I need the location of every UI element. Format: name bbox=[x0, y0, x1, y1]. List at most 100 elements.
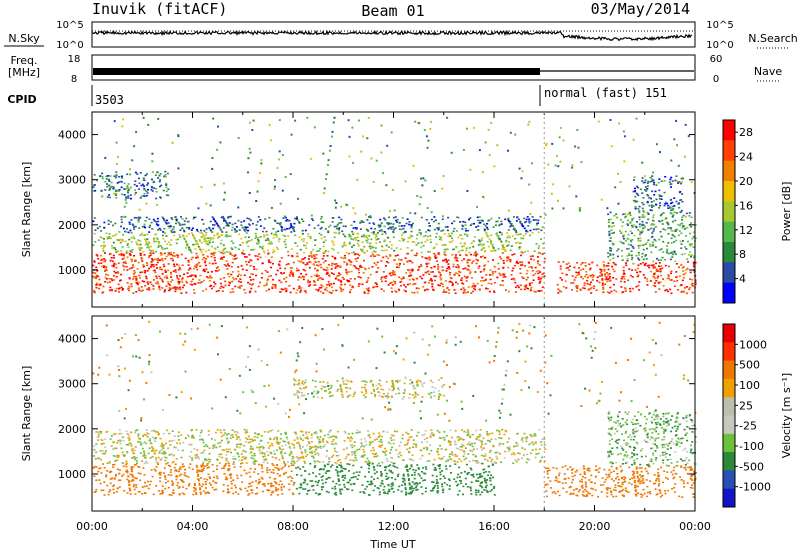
heatmap-cell-band-1 bbox=[182, 235, 185, 237]
heatmap-cell-band-1 bbox=[470, 242, 473, 244]
heatmap-cell-scatter bbox=[197, 207, 200, 210]
heatmap-cell-band-0 bbox=[155, 449, 158, 452]
heatmap-cell-band-0 bbox=[534, 291, 537, 293]
heatmap-cell-band-6 bbox=[646, 194, 649, 196]
heatmap-cell-band-4 bbox=[609, 279, 612, 282]
heatmap-cell-band-0 bbox=[174, 286, 177, 289]
heatmap-cell-band-5 bbox=[658, 249, 661, 251]
heatmap-cell-band-0 bbox=[256, 436, 259, 439]
heatmap-cell-band-0 bbox=[313, 446, 316, 448]
heatmap-cell-band-0 bbox=[475, 437, 478, 440]
heatmap-cell-band-4 bbox=[691, 279, 694, 281]
heatmap-cell-band-5 bbox=[621, 242, 624, 244]
heatmap-cell-band-0 bbox=[385, 265, 387, 267]
heatmap-cell-band-0 bbox=[200, 429, 203, 432]
heatmap-cell-band-1 bbox=[94, 241, 97, 243]
heatmap-cell-band-2 bbox=[248, 224, 251, 226]
heatmap-cell-band-0 bbox=[169, 288, 172, 291]
heatmap-cell-band-0 bbox=[316, 436, 319, 438]
heatmap-cell-band-0 bbox=[143, 452, 146, 455]
heatmap-cell-band-2 bbox=[259, 219, 262, 221]
heatmap-cell-band-4 bbox=[587, 289, 590, 291]
heatmap-cell-band-2 bbox=[281, 226, 284, 229]
heatmap-cell-band-0 bbox=[147, 452, 150, 455]
heatmap-cell-band-4 bbox=[629, 274, 632, 277]
heatmap-cell-band-1 bbox=[481, 247, 484, 250]
heatmap-cell-scatter bbox=[369, 215, 372, 218]
heatmap-cell-band-2 bbox=[381, 230, 384, 233]
heatmap-cell-band-0 bbox=[349, 289, 352, 291]
heatmap-cell-band-5 bbox=[689, 245, 692, 247]
heatmap-cell-band-2 bbox=[132, 224, 135, 227]
heatmap-cell-band-0 bbox=[337, 265, 340, 267]
heatmap-cell-band-1 bbox=[244, 236, 247, 238]
heatmap-cell-scatter bbox=[352, 207, 355, 209]
heatmap-cell-band-1 bbox=[304, 244, 307, 247]
heatmap-cell-band-0 bbox=[440, 448, 443, 450]
heatmap-cell-band-0 bbox=[382, 256, 385, 259]
heatmap-cell-band-0 bbox=[95, 276, 98, 278]
heatmap-cell-band-1 bbox=[126, 251, 129, 254]
heatmap-cell-band-0 bbox=[378, 440, 381, 443]
heatmap-cell-band-0 bbox=[381, 280, 384, 283]
heatmap-cell-band-2 bbox=[340, 222, 343, 224]
heatmap-cell-band-0 bbox=[150, 261, 153, 263]
heatmap-cell-band-0 bbox=[455, 259, 458, 261]
heatmap-cell-band-0 bbox=[142, 435, 144, 437]
heatmap-cell-band-1 bbox=[254, 232, 257, 235]
heatmap-cell-band-0 bbox=[429, 435, 432, 437]
heatmap-cell-band-0 bbox=[175, 458, 178, 460]
heatmap-cell-band-0 bbox=[507, 450, 510, 453]
heatmap-cell-band-2 bbox=[243, 230, 246, 232]
heatmap-cell-band-0 bbox=[459, 271, 462, 274]
heatmap-cell-band-5 bbox=[671, 256, 674, 258]
heatmap-cell-scatter bbox=[389, 210, 391, 213]
heatmap-cell-band-5 bbox=[631, 219, 634, 222]
heatmap-cell-band-0 bbox=[472, 448, 475, 451]
heatmap-cell-scatter bbox=[670, 159, 673, 162]
heatmap-cell-band-0 bbox=[183, 273, 186, 275]
heatmap-cell-band-1 bbox=[335, 232, 337, 234]
heatmap-cell-band-1 bbox=[139, 248, 142, 250]
heatmap-cell-band-0 bbox=[298, 287, 301, 289]
heatmap-cell-band-1 bbox=[403, 238, 406, 241]
noise-left-tick-top: 10^5 bbox=[56, 20, 83, 31]
heatmap-cell-band-2 bbox=[265, 230, 268, 233]
heatmap-cell-band-0 bbox=[140, 258, 143, 260]
heatmap-cell-band-0 bbox=[304, 455, 307, 458]
heatmap-cell-band-0 bbox=[262, 456, 265, 458]
heatmap-cell-band-1 bbox=[206, 242, 209, 245]
heatmap-cell-band-1 bbox=[406, 247, 409, 249]
heatmap-cell-band-1 bbox=[188, 233, 190, 235]
heatmap-cell-band-2 bbox=[395, 219, 398, 222]
heatmap-cell-band-0 bbox=[282, 288, 285, 291]
heatmap-cell-band-0 bbox=[232, 291, 235, 293]
heatmap-cell-band-0 bbox=[326, 266, 329, 269]
heatmap-cell-band-6 bbox=[651, 178, 654, 181]
heatmap-cell-band-0 bbox=[317, 452, 320, 455]
heatmap-cell-band-3 bbox=[166, 172, 169, 175]
heatmap-cell-band-4 bbox=[675, 263, 678, 265]
heatmap-cell-scatter bbox=[390, 131, 393, 134]
heatmap-cell-band-3 bbox=[107, 179, 110, 181]
heatmap-cell-band-0 bbox=[465, 280, 468, 282]
heatmap-cell-band-1 bbox=[179, 479, 182, 481]
heatmap-cell-band-1 bbox=[196, 243, 199, 246]
heatmap-cell-band-0 bbox=[307, 281, 310, 283]
heatmap-cell-band-3 bbox=[134, 171, 137, 174]
heatmap-cell-band-2 bbox=[437, 222, 440, 225]
heatmap-cell-band-0 bbox=[280, 433, 283, 435]
heatmap-cell-scatter bbox=[544, 213, 547, 216]
heatmap-cell-band-0 bbox=[411, 278, 414, 280]
heatmap-cell-band-1 bbox=[109, 482, 112, 485]
heatmap-cell-band-5 bbox=[650, 227, 653, 230]
heatmap-cell-band-2 bbox=[171, 231, 174, 234]
heatmap-cell-band-0 bbox=[330, 283, 333, 285]
y-tick-label: 2000 bbox=[58, 219, 86, 232]
heatmap-cell-band-2 bbox=[461, 224, 464, 227]
heatmap-cell-band-0 bbox=[118, 253, 121, 256]
heatmap-cell-band-5 bbox=[628, 252, 631, 255]
heatmap-cell-band-2 bbox=[483, 228, 486, 231]
heatmap-cell-band-1 bbox=[461, 238, 464, 240]
colorbar-swatch bbox=[723, 140, 735, 162]
